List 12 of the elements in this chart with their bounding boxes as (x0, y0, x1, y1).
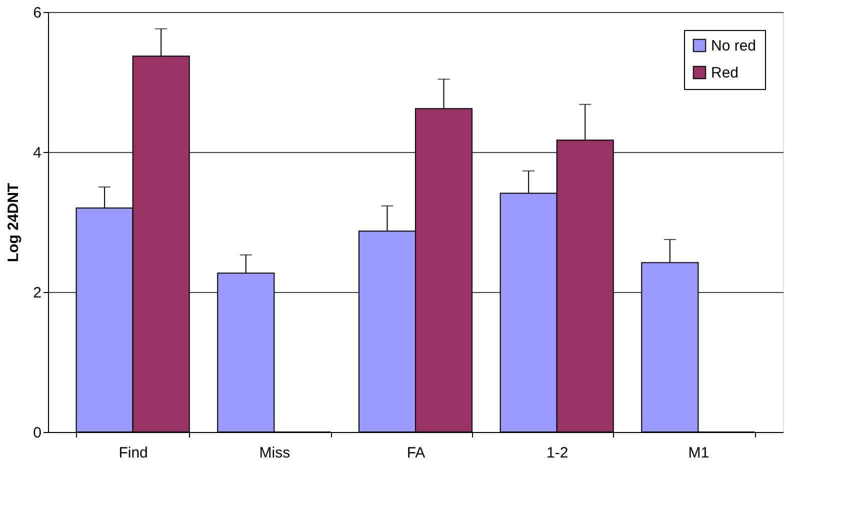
y-tick-label: 4 (33, 144, 42, 162)
y-axis-title: Log 24DNT (5, 182, 22, 262)
y-tick-label: 6 (33, 4, 42, 22)
x-tick-label: 1-2 (546, 444, 568, 462)
y-tick-label: 2 (33, 284, 42, 302)
x-tick-label: Find (118, 444, 148, 462)
y-tick-label: 0 (33, 424, 42, 442)
legend-label: Red (711, 64, 739, 82)
legend-label: No red (711, 38, 756, 54)
x-tick-label: M1 (688, 444, 710, 462)
x-tick-label: FA (406, 444, 426, 462)
x-tick-label: Miss (259, 444, 290, 462)
